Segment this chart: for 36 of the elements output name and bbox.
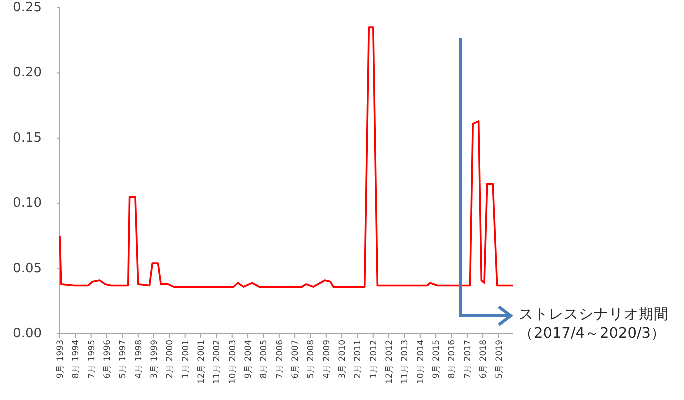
x-tick-label: 5月 1997 — [118, 340, 129, 379]
x-tick-label: 1月 2001 — [181, 340, 192, 379]
x-tick-label: 8月 2016 — [448, 340, 458, 379]
x-tick-label: 4月 2009 — [322, 340, 332, 379]
x-tick-label: 9月 2004 — [244, 340, 254, 379]
x-tick-label: 12月 2012 — [385, 340, 396, 384]
text: ストレスシナリオ期間（2017/4～2020/3） — [519, 306, 670, 344]
x-tick-label: 7月 2006 — [275, 340, 286, 379]
x-tick-label: 3月 1999 — [150, 340, 160, 379]
x-tick-label: 10月 2014 — [416, 340, 426, 384]
x-tick-label: 5月 2008 — [306, 340, 317, 379]
y-tick-label: 0.10 — [13, 196, 42, 212]
x-tick-label: 9月 1993 — [56, 340, 66, 379]
y-tick-label: 0.20 — [13, 66, 42, 81]
x-tick-label: 8月 1994 — [72, 340, 82, 379]
x-tick-label: 7月 2017 — [463, 340, 474, 379]
x-tick-label: 11月 2013 — [400, 340, 411, 384]
y-tick-label: 0.25 — [13, 0, 42, 16]
x-tick-label: 5月 2019 — [494, 340, 505, 379]
x-tick-label: 6月 2018 — [479, 340, 490, 379]
x-tick-label: 3月 2010 — [338, 340, 348, 379]
x-tick-label: 6月 1996 — [103, 340, 114, 379]
y-tick-label: 0.05 — [13, 261, 42, 276]
x-tick-label: 2月 2000 — [166, 340, 176, 379]
x-tick-label: 2月 2011 — [354, 340, 364, 379]
x-tick-label: 4月 1998 — [134, 340, 144, 379]
x-tick-label: 7月 1995 — [87, 340, 98, 379]
x-tick-label: 9月 2015 — [432, 340, 442, 379]
x-tick-label: 12月 2001 — [197, 340, 208, 384]
x-tick-label: 8月 2005 — [260, 340, 270, 379]
y-tick-label: 0.00 — [13, 326, 42, 342]
x-tick-label: 10月 2003 — [228, 340, 238, 384]
x-tick-label: 11月 2002 — [212, 340, 223, 384]
y-tick-label: 0.15 — [13, 130, 42, 146]
x-tick-label: 6月 2007 — [291, 340, 302, 379]
x-tick-label: 1月 2012 — [369, 340, 380, 379]
